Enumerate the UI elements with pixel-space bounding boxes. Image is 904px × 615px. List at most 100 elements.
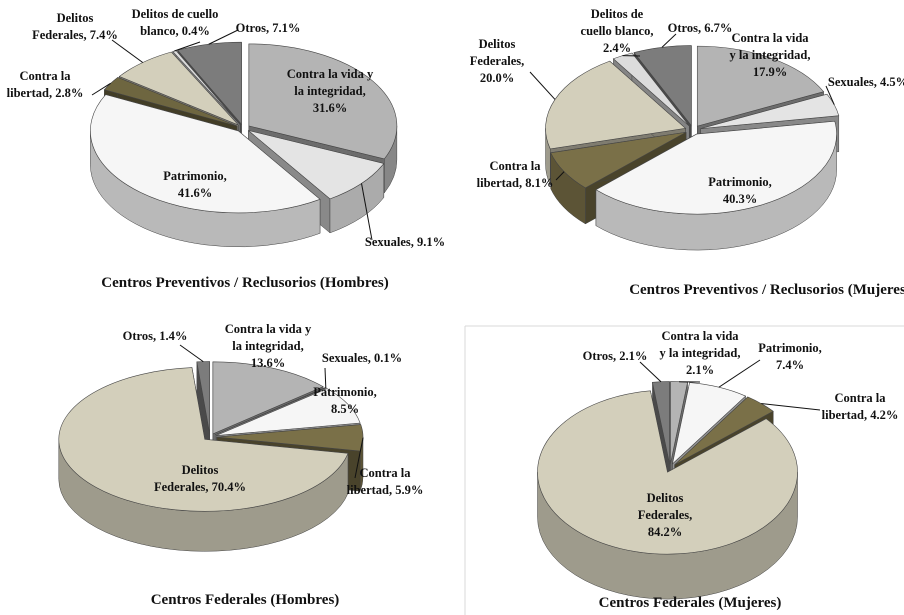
pie-slice (595, 120, 837, 215)
data-label: Contra la libertad, 8.1% (477, 159, 554, 190)
chart-title: Centros Preventivos / Reclusorios (Mujer… (629, 282, 904, 298)
data-label-line: Otros, 7.1% (236, 21, 301, 35)
leader-line (825, 85, 835, 105)
leader-line (718, 359, 761, 388)
data-label-line: 20.0% (480, 71, 514, 85)
pie-slice (212, 361, 324, 435)
data-label-line: 31.6% (313, 101, 347, 115)
data-label-line: 84.2% (648, 525, 682, 539)
data-label: Sexuales, 9.1% (365, 235, 445, 249)
data-label-line: Federales, 7.4% (32, 28, 118, 42)
data-label: Contra la libertad, 4.2% (822, 391, 899, 422)
data-label-line: Contra la (359, 466, 411, 480)
data-label-line: libertad, 4.2% (822, 408, 899, 422)
data-label: Contra la libertad, 2.8% (7, 69, 84, 100)
data-label-line: Federales, 70.4% (154, 480, 246, 494)
data-label-line: Delitos (182, 463, 219, 477)
data-label-line: Delitos (647, 491, 684, 505)
data-label: Contra la vida y la integridad, 31.6% (287, 67, 374, 115)
data-label: Otros, 2.1% (583, 349, 648, 363)
leader-line (174, 41, 201, 52)
data-label-line: Patrimonio, (163, 169, 227, 183)
data-label: Delitos Federales, 84.2% (638, 491, 693, 539)
data-label-line: 40.3% (723, 192, 757, 206)
data-label: Patrimonio, 41.6% (163, 169, 227, 200)
data-label-line: Federales, (638, 508, 693, 522)
leader-line (761, 403, 821, 411)
pie-slice (545, 60, 687, 150)
data-label-line: Contra la vida (661, 329, 739, 343)
pie-slice (652, 381, 670, 464)
data-label-line: Contra la vida y (225, 322, 312, 336)
data-label-line: libertad, 5.9% (347, 483, 424, 497)
data-label: Delitos de cuello blanco, 2.4% (581, 7, 654, 55)
pie-slice (90, 94, 321, 214)
data-label-line: Delitos de cuello (132, 7, 219, 21)
data-label: Delitos Federales, 20.0% (470, 37, 525, 85)
pie-slice (674, 396, 774, 465)
data-label-line: Sexuales, 9.1% (365, 235, 445, 249)
data-label-line: libertad, 8.1% (477, 176, 554, 190)
leader-line (354, 437, 364, 479)
data-label-line: Delitos de (591, 7, 644, 21)
data-label-line: Delitos (57, 11, 94, 25)
data-label-line: 17.9% (753, 65, 787, 79)
data-label-line: Patrimonio, (758, 341, 822, 355)
data-label-line: Contra la (834, 391, 886, 405)
leader-line (529, 71, 556, 100)
data-label-line: Federales, (470, 54, 525, 68)
data-label-line: Patrimonio, (708, 175, 772, 189)
data-label: Contra la vida y la integridad, 2.1% (660, 329, 741, 377)
data-label-line: Otros, 2.1% (583, 349, 648, 363)
leader-line (179, 344, 204, 363)
data-label: Otros, 6.7% (668, 21, 733, 35)
pie-slice (633, 45, 692, 127)
leader-line (361, 183, 373, 241)
data-label-line: 41.6% (178, 186, 212, 200)
pie-slice (672, 382, 747, 465)
data-label-line: Contra la vida (731, 31, 809, 45)
data-label-line: la integridad, (232, 339, 304, 353)
pie-slice (612, 52, 690, 127)
pie-slice (248, 130, 385, 200)
data-label-line: y la integridad, (660, 346, 741, 360)
pie-slice (118, 51, 239, 126)
leader-line (111, 39, 144, 63)
data-label-line: 8.5% (331, 402, 359, 416)
data-label-line: 2.1% (686, 363, 714, 377)
data-label-line: y la integridad, (730, 48, 811, 62)
leader-line (639, 361, 662, 383)
data-label: Contra la libertad, 5.9% (347, 466, 424, 497)
data-label: Contra la vida y la integridad, 13.6% (225, 322, 312, 370)
data-label-line: cuello blanco, (581, 24, 654, 38)
data-label: Sexuales, 4.5% (828, 75, 904, 89)
data-label-line: Contra la (19, 69, 71, 83)
data-label-line: Contra la (489, 159, 541, 173)
data-label-line: Delitos (479, 37, 516, 51)
data-label-line: Contra la vida y (287, 67, 374, 81)
chart-title: Centros Preventivos / Reclusorios (Hombr… (101, 275, 388, 291)
data-label-line: Patrimonio, (313, 385, 377, 399)
data-label: Otros, 7.1% (236, 21, 301, 35)
data-label-line: libertad, 2.8% (7, 86, 84, 100)
data-label: Delitos Federales, 70.4% (154, 463, 246, 494)
data-label-line: 7.4% (776, 358, 804, 372)
leader-line (661, 33, 677, 48)
data-label-line: Otros, 1.4% (123, 329, 188, 343)
leader-line (324, 367, 327, 388)
pie-slice (216, 388, 361, 436)
data-label: Contra la vida y la integridad, 17.9% (730, 31, 811, 79)
data-label: Patrimonio, 8.5% (313, 385, 377, 416)
chart-title: Centros Federales (Mujeres) (599, 595, 782, 611)
data-label-line: 13.6% (251, 356, 285, 370)
data-label-line: la integridad, (294, 84, 366, 98)
data-label: Otros, 1.4% (123, 329, 188, 343)
leader-line (555, 171, 565, 181)
pie-slice (696, 45, 825, 127)
leader-line (91, 82, 111, 96)
data-label-line: blanco, 0.4% (140, 24, 210, 38)
pie-slice (248, 43, 398, 160)
data-label-line: Sexuales, 0.1% (322, 351, 402, 365)
data-label: Delitos de cuello blanco, 0.4% (132, 7, 219, 38)
